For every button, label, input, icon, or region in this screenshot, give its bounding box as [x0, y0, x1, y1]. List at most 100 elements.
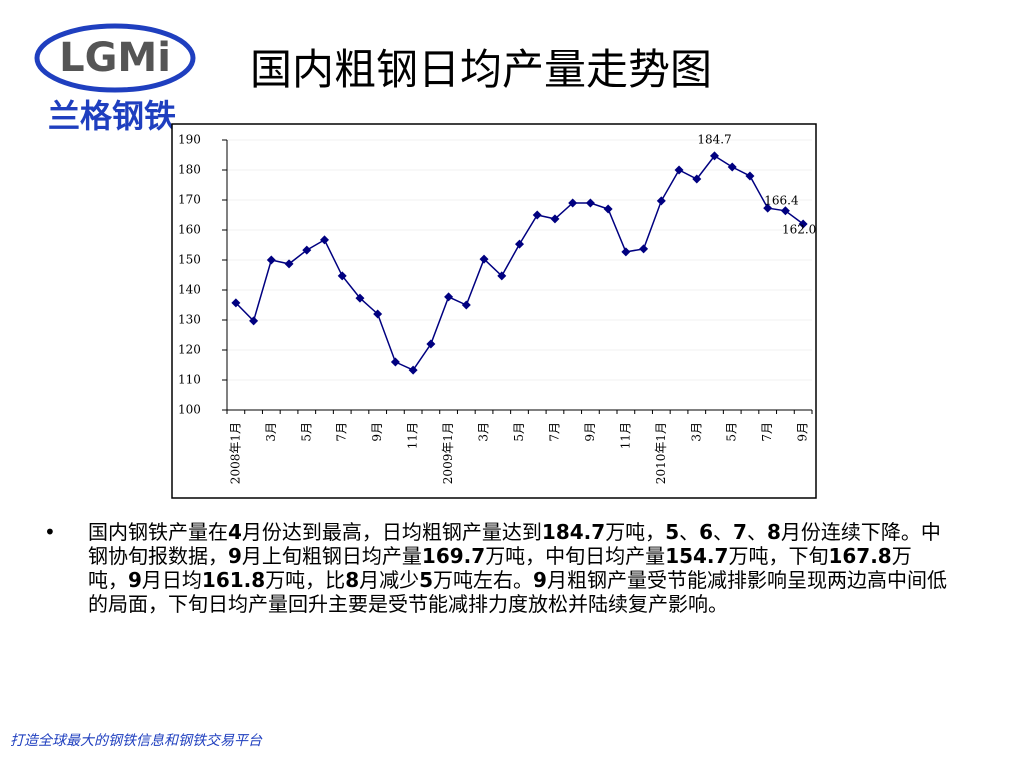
body-text: 国内钢铁产量在4月份达到最高，日均粗钢产量达到184.7万吨，5、6、7、8月份… — [88, 520, 948, 616]
y-tick-label: 130 — [178, 313, 201, 327]
x-tick-label: 3月 — [689, 422, 703, 442]
data-point — [355, 293, 365, 303]
body-run: 月日均 — [141, 568, 202, 592]
body-run: 8 — [345, 568, 360, 592]
body-run: 月份达到最高，日均粗钢产量达到 — [241, 520, 542, 544]
data-point — [320, 235, 329, 245]
slide-title: 国内粗钢日均产量走势图 — [250, 45, 713, 94]
data-label: 184.7 — [697, 132, 731, 146]
y-tick-label: 180 — [178, 163, 201, 177]
data-point — [639, 244, 649, 254]
data-point — [763, 203, 773, 213]
body-run: 9 — [128, 568, 142, 592]
x-tick-label: 9月 — [583, 422, 597, 442]
logo-ring — [34, 23, 196, 93]
logo-caption: 兰格钢铁 — [48, 97, 176, 135]
x-tick-label: 11月 — [406, 422, 420, 449]
body-run: 月份连续下降。中钢协旬报数据， — [88, 520, 941, 568]
x-tick-label: 2008年1月 — [228, 422, 242, 484]
chart: 100 110 120 130 140 150 160 170 180 190 2008年1月 3月 5… — [171, 123, 817, 499]
x-tick-label: 5月 — [512, 422, 526, 442]
body-run: 167.8 — [828, 544, 892, 568]
x-tick-label: 3月 — [477, 422, 491, 442]
y-tick-label: 100 — [178, 403, 201, 417]
y-tick-label: 120 — [178, 343, 201, 357]
data-point — [373, 309, 383, 319]
body-run: 4 — [228, 520, 242, 544]
y-tick-label: 190 — [178, 133, 201, 147]
data-label: 166.4 — [764, 193, 799, 207]
body-run: 、 — [713, 520, 734, 544]
x-tick-label: 5月 — [299, 422, 313, 442]
data-point — [337, 271, 347, 281]
body-run: 5 — [665, 520, 680, 544]
x-tick-label: 7月 — [335, 422, 349, 442]
body-run: 8 — [766, 520, 781, 544]
body-run: 6 — [699, 520, 714, 544]
data-point — [603, 204, 613, 214]
data-point — [621, 247, 631, 257]
x-tick-label: 5月 — [725, 422, 739, 442]
body-run: 万吨左右。 — [433, 568, 534, 592]
body-run: 、 — [746, 520, 767, 544]
body-run: 161.8 — [201, 568, 266, 592]
y-tick-label: 170 — [178, 193, 201, 207]
y-tick-label: 160 — [178, 223, 201, 237]
data-point — [656, 196, 666, 206]
data-point — [497, 271, 507, 281]
body-run: 154.7 — [665, 544, 729, 568]
x-tick-label: 11月 — [618, 422, 632, 449]
data-point — [692, 174, 702, 184]
body-run: 国内钢铁产量在 — [88, 520, 228, 544]
body-run: 9 — [228, 544, 242, 568]
data-point — [302, 245, 312, 255]
data-point — [798, 219, 808, 229]
body-run: 5 — [419, 568, 434, 592]
data-point — [780, 206, 790, 216]
footer: 打造全球最大的钢铁信息和钢铁交易平台 — [10, 733, 262, 749]
data-point — [515, 239, 524, 249]
y-tick-label: 140 — [178, 283, 201, 297]
data-point — [461, 300, 471, 310]
data-point — [426, 339, 436, 349]
data-point — [674, 165, 684, 175]
x-tick-label: 9月 — [370, 422, 384, 442]
data-point — [266, 255, 276, 265]
x-tick-label: 7月 — [760, 422, 774, 442]
y-tick-label: 110 — [178, 373, 201, 387]
body-run: 9 — [533, 568, 547, 592]
body-run: 月减少 — [359, 568, 420, 592]
data-point — [727, 162, 737, 172]
x-tick-label: 2010年1月 — [654, 422, 668, 484]
data-point — [231, 298, 241, 308]
x-tick-label: 7月 — [547, 422, 561, 442]
data-point — [710, 151, 719, 161]
body-run: 万吨， — [88, 544, 912, 592]
x-tick-label: 2009年1月 — [441, 422, 455, 484]
body-run: 169.7 — [421, 544, 486, 568]
body-run: 万吨，中旬日均产量 — [485, 544, 666, 568]
data-point — [249, 316, 259, 326]
body-run: 万吨， — [605, 520, 666, 544]
x-tick-label: 9月 — [796, 422, 810, 442]
body-run: 7 — [733, 520, 747, 544]
data-point — [390, 357, 400, 367]
data-point — [745, 171, 755, 181]
y-tick-label: 150 — [178, 253, 201, 267]
data-point — [284, 259, 294, 269]
data-point — [568, 198, 578, 208]
body-run: 184.7 — [541, 520, 606, 544]
data-point — [532, 210, 542, 220]
body-run: 万吨，下旬 — [728, 544, 829, 568]
data-point — [550, 214, 560, 224]
bullet: • — [44, 520, 56, 544]
body-run: 月粗钢产量受节能减排影响呈现两边高中间低的局面，下旬日均产量回升主要是受节能减排… — [88, 568, 947, 616]
data-point — [444, 292, 454, 302]
data-point — [585, 198, 595, 208]
data-point — [479, 254, 489, 264]
logo-text: LGMi — [59, 35, 171, 81]
logo: LGMi 兰格钢铁 — [34, 23, 196, 135]
data-label: 162.0 — [782, 223, 816, 237]
chart-frame — [171, 123, 817, 499]
